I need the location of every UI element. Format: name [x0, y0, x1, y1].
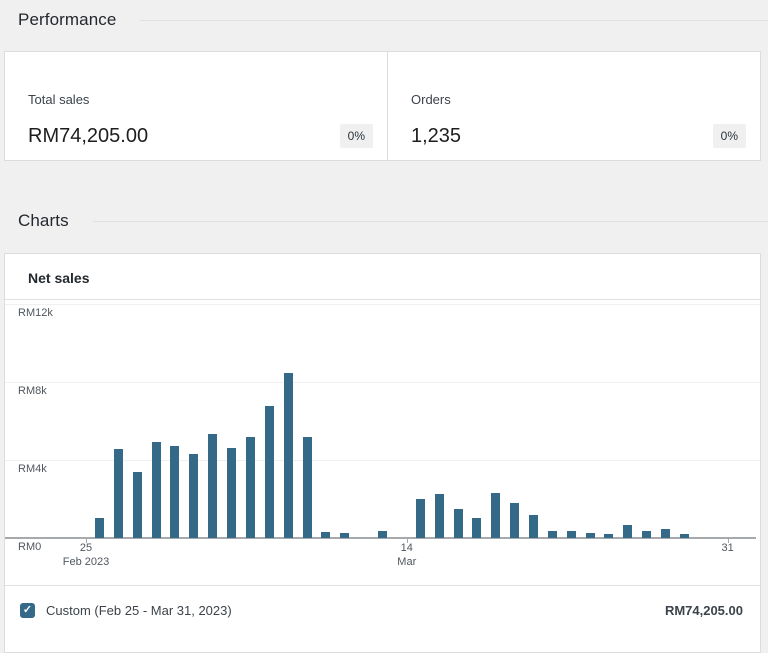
x-axis-baseline	[5, 537, 756, 539]
bar[interactable]	[264, 406, 274, 538]
legend-checkbox-icon[interactable]: ✓	[20, 603, 35, 618]
summary-tile-total-sales[interactable]: Total sales RM74,205.00 0%	[5, 52, 387, 160]
bar[interactable]	[679, 534, 689, 538]
x-axis-label: 31	[721, 542, 734, 554]
bar[interactable]	[170, 446, 180, 538]
y-axis-label: RM4k	[18, 463, 47, 475]
orders-delta-badge: 0%	[712, 123, 746, 148]
bar[interactable]	[529, 515, 538, 538]
bar[interactable]	[472, 518, 482, 538]
bar[interactable]	[283, 373, 293, 538]
y-axis-label: RM8k	[18, 385, 47, 397]
performance-section-heading: Performance	[18, 0, 768, 30]
axis-tick	[406, 539, 408, 543]
legend-item-custom-range[interactable]: ✓ Custom (Feb 25 - Mar 31, 2023)	[20, 603, 232, 618]
bar[interactable]	[510, 503, 520, 538]
bar[interactable]	[566, 531, 576, 538]
performance-title: Performance	[18, 10, 117, 29]
bar[interactable]	[151, 442, 161, 538]
orders-label: Orders	[411, 91, 451, 107]
x-axis-month-label: Mar	[397, 556, 417, 568]
bar[interactable]	[491, 493, 501, 538]
bar[interactable]	[95, 518, 104, 538]
bar[interactable]	[604, 534, 614, 538]
bar[interactable]	[642, 531, 652, 538]
bar[interactable]	[585, 533, 595, 538]
total-sales-label: Total sales	[28, 91, 90, 107]
x-axis-month-label: Feb 2023	[62, 556, 110, 568]
gridline	[5, 382, 760, 383]
bar[interactable]	[302, 437, 312, 538]
bar[interactable]	[453, 509, 463, 538]
bar[interactable]	[113, 449, 123, 538]
bar[interactable]	[623, 525, 633, 538]
total-sales-delta-badge: 0%	[339, 123, 373, 148]
y-axis-label: RM0	[18, 541, 42, 553]
orders-value: 1,235	[411, 124, 462, 147]
bar[interactable]	[547, 531, 557, 538]
heading-rule	[140, 19, 768, 21]
bar[interactable]	[132, 472, 142, 538]
performance-summary-card: Total sales RM74,205.00 0% Orders 1,235 …	[4, 51, 761, 161]
y-axis-label: RM12k	[18, 307, 53, 319]
charts-section-heading: Charts	[18, 211, 768, 231]
bar[interactable]	[189, 454, 199, 538]
bar[interactable]	[340, 533, 350, 538]
bar[interactable]	[208, 434, 218, 538]
chart-plot: RM0 RM4k RM8k RM12k 25 Feb 2023 14 Mar 31	[5, 300, 760, 585]
gridline	[5, 460, 760, 461]
x-axis-label: 14	[400, 542, 413, 554]
bar[interactable]	[434, 494, 444, 538]
axis-tick	[86, 539, 87, 543]
charts-title: Charts	[18, 211, 69, 230]
chart-legend: ✓ Custom (Feb 25 - Mar 31, 2023) RM74,20…	[5, 585, 760, 635]
bar[interactable]	[661, 529, 671, 538]
heading-rule	[92, 220, 768, 222]
legend-total-value: RM74,205.00	[664, 603, 743, 618]
chart-title: Net sales	[5, 254, 760, 300]
bar[interactable]	[245, 437, 255, 538]
gridline	[5, 304, 760, 305]
net-sales-chart-card: Net sales RM0 RM4k RM8k RM12k 25 Feb 2023 14 Ma…	[4, 253, 761, 653]
legend-label: Custom (Feb 25 - Mar 31, 2023)	[46, 603, 232, 618]
bar[interactable]	[415, 499, 425, 538]
bar[interactable]	[227, 448, 237, 538]
bar[interactable]	[321, 532, 331, 538]
total-sales-value: RM74,205.00	[28, 124, 149, 147]
axis-tick	[727, 539, 729, 543]
x-axis-label: 25	[79, 542, 93, 554]
summary-tile-orders[interactable]: Orders 1,235 0%	[387, 52, 760, 160]
bar[interactable]	[378, 531, 388, 538]
